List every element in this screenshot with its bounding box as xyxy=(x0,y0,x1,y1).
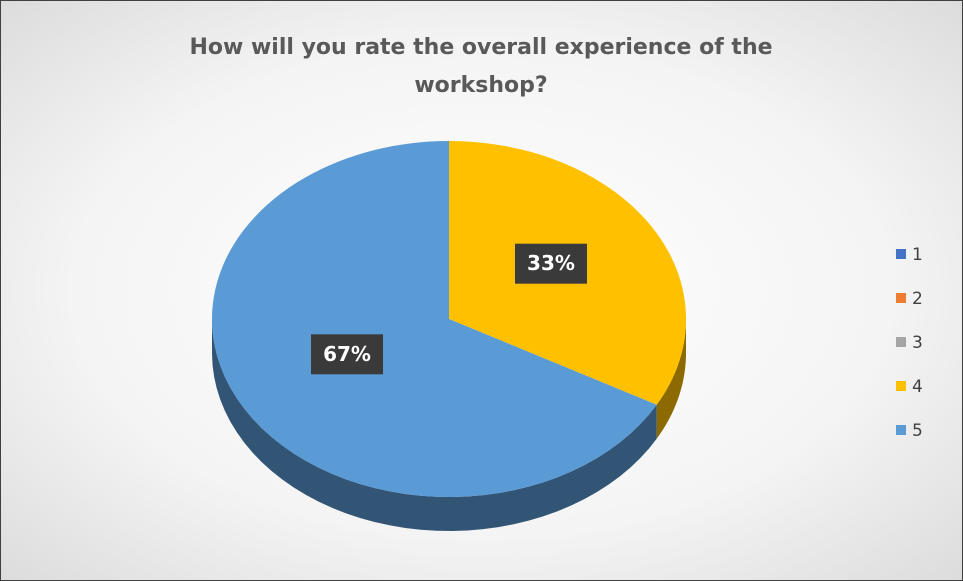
data-label: 67% xyxy=(323,342,371,366)
slice-side xyxy=(656,319,686,439)
legend-label: 1 xyxy=(912,245,923,265)
legend-swatch xyxy=(896,249,906,259)
data-label: 33% xyxy=(527,251,575,275)
chart-title: How will you rate the overall experience… xyxy=(189,35,773,98)
slice xyxy=(212,141,657,497)
legend-swatch xyxy=(896,337,906,347)
legend-swatch xyxy=(896,425,906,435)
legend-label: 3 xyxy=(912,333,923,353)
data-label-box xyxy=(311,334,384,375)
legend-swatch xyxy=(896,381,906,391)
slice-side xyxy=(212,319,657,531)
legend-label: 4 xyxy=(912,377,923,397)
legend-label: 5 xyxy=(912,421,923,441)
legend-swatch xyxy=(896,293,906,303)
legend-label: 2 xyxy=(912,289,923,309)
data-label-box xyxy=(514,243,587,284)
